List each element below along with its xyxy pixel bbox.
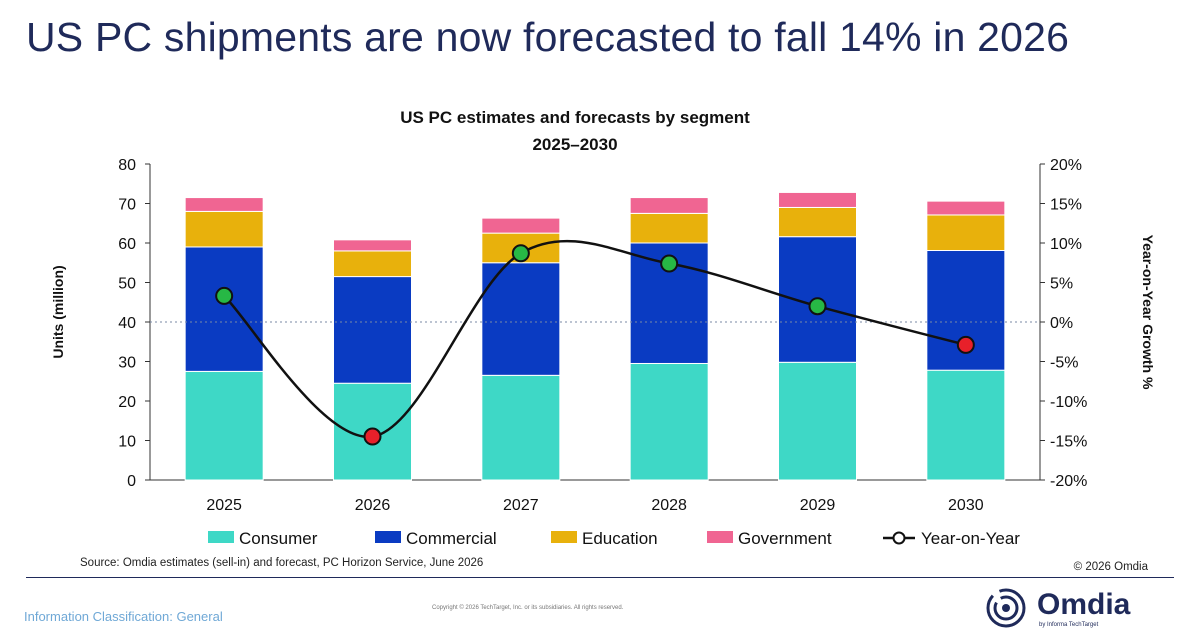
y2-tick-label: -20% [1050,473,1087,490]
legend-swatch [208,531,234,543]
source-note: Source: Omdia estimates (sell-in) and fo… [80,557,484,569]
classification-label: Information Classification: General [24,609,223,624]
omdia-logo: Omdia by Informa TechTarget [985,585,1185,629]
legend-marker [892,531,906,545]
y-tick-label: 80 [118,157,136,174]
bar-government [184,197,264,212]
bar-education [926,214,1006,252]
bar-consumer [481,374,561,481]
y2-tick-label: 15% [1050,197,1082,214]
y2-tick-label: 0% [1050,315,1073,332]
legend-swatch [707,531,733,543]
y2-tick-label: 10% [1050,236,1082,253]
bar-government [481,217,561,234]
x-tick-label: 2025 [206,497,242,514]
y-tick-label: 30 [118,355,136,372]
legend-label: Education [582,529,658,548]
bar-government [778,191,857,208]
x-tick-label: 2026 [355,497,391,514]
footer-copyright: Copyright © 2026 TechTarget, Inc. or its… [432,605,624,611]
bar-education [333,250,412,278]
yoy-point [660,254,679,273]
plot-area: 01020304050607080-20%-15%-10%-5%0%5%10%1… [118,157,1087,514]
chart-subtitle: 2025–2030 [532,135,617,154]
bar-commercial [184,246,264,372]
bar-consumer [926,369,1006,481]
bar-consumer [629,362,709,481]
bar-government [926,200,1006,216]
omdia-logo-icon [986,588,1026,628]
y-tick-label: 10 [118,434,136,451]
bar-consumer [184,370,264,481]
y-tick-label: 60 [118,236,136,253]
legend-swatch [375,531,401,543]
yoy-point [511,244,530,263]
page-headline: US PC shipments are now forecasted to fa… [26,14,1070,60]
y-tick-label: 70 [118,197,136,214]
chart-title: US PC estimates and forecasts by segment [400,108,750,127]
bar-education [184,210,264,248]
bar-education [629,212,709,244]
yoy-point [808,297,827,316]
y-tick-label: 0 [127,473,136,490]
bar-government [629,197,709,214]
legend-label: Commercial [406,529,497,548]
chart-copyright: © 2026 Omdia [1073,561,1148,573]
bar-consumer [778,361,857,481]
logo-sub: by Informa TechTarget [1039,622,1099,628]
bar-education [778,206,857,238]
bar-commercial [333,276,412,384]
legend: Consumer Commercial Education Government Yea… [208,529,1020,548]
legend-label: Year-on-Year [921,529,1020,548]
y-tick-label: 20 [118,394,136,411]
yoy-point [215,286,234,305]
y2-axis-label: Year-on-Year Growth % [1140,235,1156,390]
y2-tick-label: -10% [1050,394,1087,411]
x-tick-label: 2029 [800,497,836,514]
y2-tick-label: 5% [1050,276,1073,293]
legend-swatch [551,531,577,543]
y2-tick-label: -15% [1050,434,1087,451]
legend-label: Consumer [239,529,318,548]
x-tick-label: 2030 [948,497,984,514]
legend-label: Government [738,529,832,548]
y-tick-label: 40 [118,315,136,332]
y-tick-label: 50 [118,276,136,293]
bar-commercial [481,262,561,376]
bar-government [333,239,412,252]
logo-name: Omdia [1037,588,1131,621]
y-axis-label: Units (million) [50,265,66,358]
yoy-point [363,427,382,446]
divider [26,577,1174,578]
y2-tick-label: -5% [1050,355,1078,372]
x-tick-label: 2028 [651,497,687,514]
x-tick-label: 2027 [503,497,539,514]
y2-tick-label: 20% [1050,157,1082,174]
yoy-point [956,335,975,354]
